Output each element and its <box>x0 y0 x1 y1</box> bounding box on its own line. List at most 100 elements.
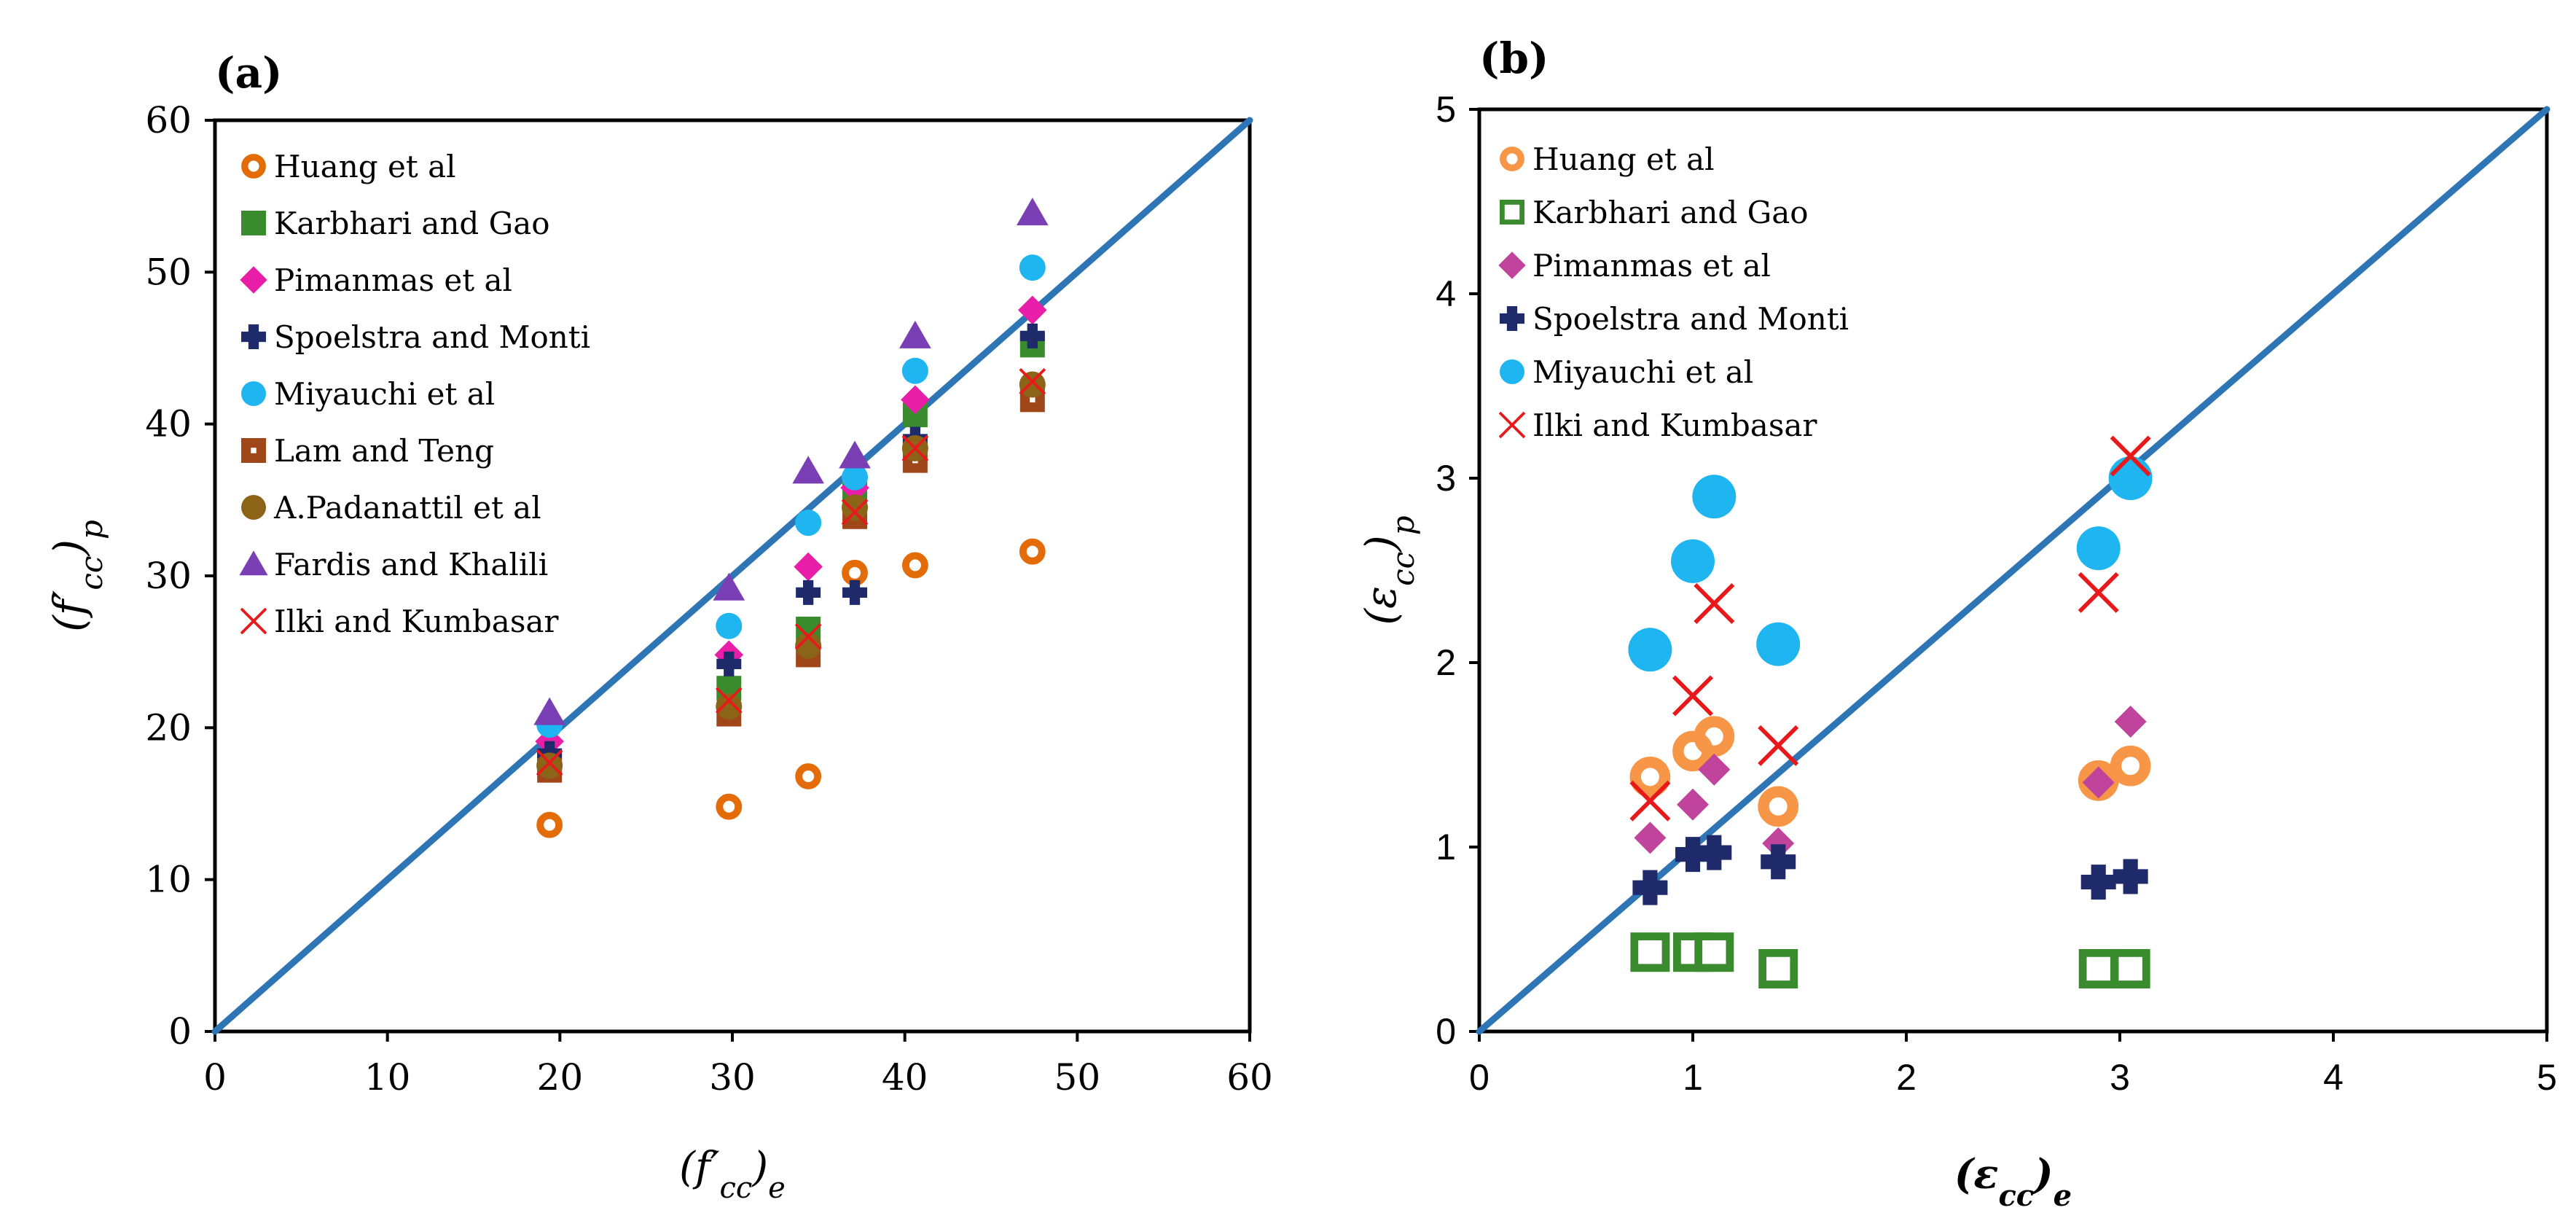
panel-label: (a) <box>215 48 282 98</box>
legend-marker <box>240 607 267 635</box>
legend-item-huang-et-al: Huang et al <box>1500 141 1715 177</box>
data-point-pimanmas-et-al <box>901 385 930 415</box>
series-miyauchi-et-al <box>536 254 1046 738</box>
data-point-fardis-and-khalili <box>899 320 931 348</box>
data-point-spoelstra-and-monti <box>2113 859 2148 894</box>
panel-a-chart: (a) 0 10 20 30 40 50 60 0 10 20 30 40 50 60 (f′cc)e (f′c… <box>44 48 1273 1205</box>
data-point-a-padanattil-et-al <box>795 632 822 659</box>
x-tick-label: 30 <box>709 1056 756 1099</box>
data-point-fardis-and-khalili <box>1016 198 1049 226</box>
y-tick-label: 30 <box>145 555 192 597</box>
y-tick-label: 3 <box>1436 458 1456 499</box>
y-tick-label: 50 <box>145 251 192 293</box>
legend-item-pimanmas-et-al: Pimanmas et al <box>1498 248 1771 284</box>
data-point-karbhari-and-gao <box>1758 948 1798 988</box>
y-axis-title: (f′cc)p <box>44 520 109 632</box>
data-point-a-padanattil-et-al <box>716 693 743 720</box>
x-tick-label: 4 <box>2323 1057 2344 1098</box>
data-point-miyauchi-et-al <box>2108 456 2153 500</box>
legend-marker <box>1500 306 1525 331</box>
data-point-huang-et-al <box>1694 716 1735 757</box>
data-point-fardis-and-khalili <box>533 697 565 725</box>
legend-label: Lam and Teng <box>274 433 494 469</box>
data-point-spoelstra-and-monti <box>1019 323 1045 348</box>
data-point-ilki-and-kumbasar <box>1629 780 1671 822</box>
legend-label: Ilki and Kumbasar <box>274 604 559 639</box>
data-point-miyauchi-et-al <box>842 464 869 491</box>
x-tick-label: 50 <box>1054 1056 1101 1099</box>
x-tick-label: 0 <box>1469 1057 1489 1098</box>
y-tick-label: 1 <box>1436 827 1456 867</box>
data-point-huang-et-al <box>2110 745 2151 787</box>
x-tick-label: 20 <box>537 1056 584 1099</box>
x-tick-label: 1 <box>1683 1057 1703 1098</box>
x-tick-label: 0 <box>203 1056 227 1099</box>
legend-label: Pimanmas et al <box>274 262 512 298</box>
data-point-karbhari-and-gao <box>2078 948 2118 988</box>
data-point-pimanmas-et-al <box>1698 753 1731 786</box>
legend-label: Karbhari and Gao <box>274 206 550 241</box>
legend-item-spoelstra-and-monti: Spoelstra and Monti <box>241 319 590 355</box>
data-point-a-padanattil-et-al <box>842 494 869 521</box>
x-tick-label: 40 <box>882 1056 928 1099</box>
data-point-karbhari-and-gao <box>1630 932 1670 972</box>
data-point-karbhari-and-gao <box>1694 932 1734 972</box>
panel-label: (b) <box>1479 34 1549 83</box>
x-tick-label: 5 <box>2537 1057 2557 1098</box>
legend-item-huang-et-al: Huang et al <box>241 149 456 184</box>
legend-label: A.Padanattil et al <box>273 490 541 526</box>
legend-marker <box>1498 251 1526 279</box>
legend-item-a-padanattil-et-al: A.Padanattil et al <box>241 490 541 526</box>
legend-marker <box>241 324 266 349</box>
y-tick-label: 40 <box>145 403 192 445</box>
data-point-miyauchi-et-al <box>1628 628 1672 672</box>
data-point-ilki-and-kumbasar <box>1758 725 1799 766</box>
data-point-ilki-and-kumbasar <box>901 434 929 462</box>
series-ilki-and-kumbasar <box>1629 435 2151 822</box>
data-point-fardis-and-khalili <box>792 456 824 484</box>
legend-item-fardis-and-khalili: Fardis and Khalili <box>239 547 548 582</box>
data-point-miyauchi-et-al <box>901 357 928 384</box>
legend: Huang et al Karbhari and Gao Pimanmas et a… <box>1498 141 1849 443</box>
data-point-spoelstra-and-monti <box>1632 870 1668 905</box>
data-point-spoelstra-and-monti <box>1761 844 1796 880</box>
x-tick-label: 3 <box>2110 1057 2130 1098</box>
legend-marker <box>1499 199 1524 225</box>
y-tick-label: 20 <box>145 706 192 749</box>
data-point-ilki-and-kumbasar <box>794 623 822 650</box>
data-point-ilki-and-kumbasar <box>1694 583 1735 625</box>
equality-reference-line <box>211 117 1253 1035</box>
x-tick-label: 10 <box>364 1056 411 1099</box>
legend-item-miyauchi-et-al: Miyauchi et al <box>241 376 495 412</box>
legend-marker <box>239 550 268 576</box>
data-point-spoelstra-and-monti <box>1696 835 1732 870</box>
series-pimanmas-et-al <box>1634 705 2147 859</box>
data-point-spoelstra-and-monti <box>842 580 868 605</box>
legend-item-miyauchi-et-al: Miyauchi et al <box>1500 354 1753 390</box>
legend-item-ilki-and-kumbasar: Ilki and Kumbasar <box>240 604 559 639</box>
legend-label: Huang et al <box>1532 141 1715 177</box>
legend-label: Spoelstra and Monti <box>274 319 590 355</box>
y-tick-label: 0 <box>1436 1011 1456 1052</box>
data-point-spoelstra-and-monti <box>796 580 821 605</box>
data-point-spoelstra-and-monti <box>2080 865 2116 900</box>
legend-item-karbhari-and-gao: Karbhari and Gao <box>1499 195 1809 230</box>
data-point-a-padanattil-et-al <box>536 752 563 779</box>
data-point-huang-et-al <box>795 763 822 789</box>
data-point-pimanmas-et-al <box>1018 295 1047 325</box>
data-point-ilki-and-kumbasar <box>715 687 743 714</box>
data-point-ilki-and-kumbasar <box>536 749 563 776</box>
legend: Huang et al Karbhari and Gao Pimanmas et a… <box>239 149 590 639</box>
series-fardis-and-khalili <box>533 198 1049 725</box>
x-tick-label: 2 <box>1896 1057 1917 1098</box>
data-point-pimanmas-et-al <box>2114 705 2147 738</box>
legend-item-pimanmas-et-al: Pimanmas et al <box>240 262 512 298</box>
y-tick-label: 0 <box>168 1010 192 1053</box>
data-point-miyauchi-et-al <box>795 510 822 537</box>
data-point-miyauchi-et-al <box>1692 475 1737 519</box>
data-point-spoelstra-and-monti <box>716 651 742 676</box>
series-karbhari-and-gao <box>1630 932 2150 988</box>
y-tick-label: 10 <box>145 859 192 901</box>
data-point-fardis-and-khalili <box>839 440 871 469</box>
data-point-pimanmas-et-al <box>1762 827 1795 859</box>
